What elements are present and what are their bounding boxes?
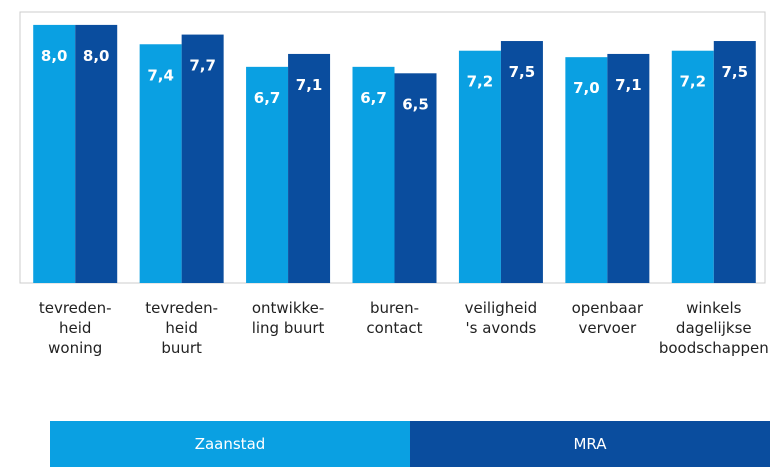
value-label: 7,0: [573, 79, 600, 97]
value-label: 7,7: [189, 57, 216, 75]
bar: [500, 41, 543, 284]
bar: [246, 66, 289, 283]
bar: [352, 66, 395, 283]
legend: Zaanstad MRA: [50, 421, 770, 467]
value-label: 7,4: [147, 66, 174, 84]
value-label: 6,7: [360, 89, 387, 107]
value-label: 7,2: [679, 73, 706, 91]
bar: [75, 24, 118, 284]
plot: 8,0 8,0 7,4 7,7 6,7 7,1 6,7 6,5 7,2 7,5 7,0 7,1 7,2 7…: [19, 11, 766, 284]
bar: [565, 57, 608, 283]
value-label: 7,1: [615, 76, 642, 94]
bar: [713, 41, 756, 284]
x-tick-label: tevreden- heid buurt: [145, 299, 218, 357]
bar: [671, 50, 714, 283]
value-label: 7,1: [296, 76, 323, 94]
x-tick-label: tevreden- heid woning: [38, 299, 112, 357]
legend-entry: Zaanstad: [50, 421, 410, 467]
value-label: 8,0: [41, 47, 68, 65]
value-label: 7,5: [721, 63, 748, 81]
bar: [394, 73, 437, 283]
legend-entry: MRA: [410, 421, 770, 467]
bar: [181, 34, 224, 284]
value-label: 6,7: [254, 89, 281, 107]
bar: [458, 50, 501, 283]
bar: [33, 24, 76, 284]
x-tick-label: openbaar vervoer: [571, 299, 644, 337]
x-tick-label: buren- contact: [366, 299, 423, 337]
value-label: 6,5: [402, 95, 429, 113]
value-label: 7,2: [467, 73, 494, 91]
bar: [288, 53, 331, 283]
value-label: 8,0: [83, 47, 110, 65]
value-label: 7,5: [509, 63, 536, 81]
x-tick-label: ontwikke- ling buurt: [251, 299, 325, 337]
bar: [139, 44, 182, 284]
x-tick-label: winkels dagelijkse boodschappen: [658, 299, 769, 357]
bar: [607, 53, 650, 283]
x-tick-label: veiligheid 's avonds: [464, 299, 538, 337]
